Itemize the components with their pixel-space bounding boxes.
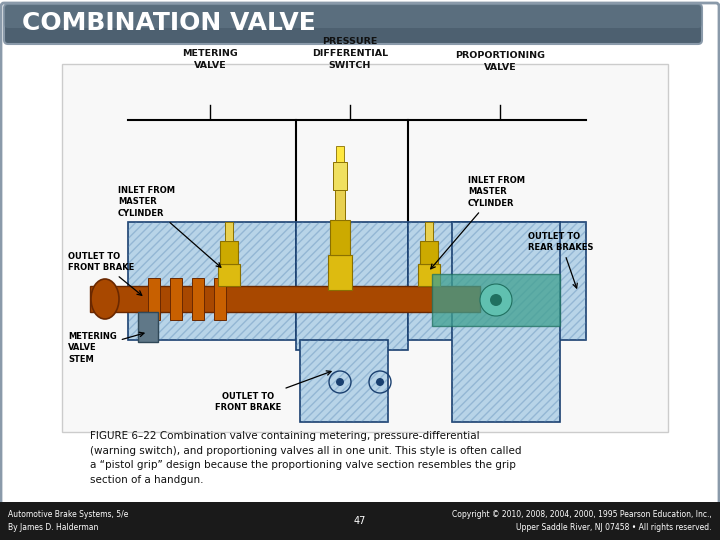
Text: METERING
VALVE
STEM: METERING VALVE STEM [68,332,144,364]
Bar [336,146,344,162]
Text: Copyright © 2010, 2008, 2004, 2000, 1995 Pearson Education, Inc.,
Upper Saddle R: Copyright © 2010, 2008, 2004, 2000, 1995… [452,510,712,532]
Bar [432,274,560,326]
Bar [218,264,240,286]
Circle shape [480,284,512,316]
Text: Automotive Brake Systems, 5/e
By James D. Halderman: Automotive Brake Systems, 5/e By James D… [8,510,128,532]
Bar [148,278,160,320]
Text: 47: 47 [354,516,366,526]
Bar [296,222,408,350]
Bar [128,222,296,340]
Bar [330,220,350,255]
Bar [336,190,345,220]
Text: METERING
VALVE: METERING VALVE [182,49,238,70]
Bar [192,278,204,320]
Bar [225,222,233,241]
Text: OUTLET TO
FRONT BRAKE: OUTLET TO FRONT BRAKE [68,252,142,295]
Bar [418,264,440,286]
Text: OUTLET TO
REAR BRAKES: OUTLET TO REAR BRAKES [528,232,593,288]
Bar [138,312,158,342]
Text: FIGURE 6–22 Combination valve containing metering, pressure-differential
(warnin: FIGURE 6–22 Combination valve containing… [90,431,521,485]
Text: INLET FROM
MASTER
CYLINDER: INLET FROM MASTER CYLINDER [118,186,221,267]
Bar [170,278,182,320]
Bar [408,222,586,340]
Bar [420,241,438,264]
Circle shape [490,294,502,306]
Circle shape [336,378,344,386]
Bar [300,340,388,422]
Bar [220,241,238,264]
Bar [452,222,560,422]
Bar [300,340,388,422]
Bar [452,222,560,422]
Text: INLET FROM
MASTER
CYLINDER: INLET FROM MASTER CYLINDER [431,176,525,269]
Text: PRESSURE
DIFFERENTIAL
SWITCH: PRESSURE DIFFERENTIAL SWITCH [312,37,388,70]
Bar [128,222,296,340]
Ellipse shape [91,279,119,319]
Bar [214,278,226,320]
Circle shape [376,378,384,386]
Text: PROPORTIONING
VALVE: PROPORTIONING VALVE [455,51,545,72]
Text: OUTLET TO
FRONT BRAKE: OUTLET TO FRONT BRAKE [215,371,331,412]
FancyBboxPatch shape [4,4,702,44]
Bar [90,286,480,312]
Bar [408,222,586,340]
Bar [0,502,720,540]
Bar [425,222,433,241]
Bar [296,222,408,350]
Bar [328,255,352,290]
Text: COMBINATION VALVE: COMBINATION VALVE [22,11,316,35]
Bar [333,162,347,190]
FancyBboxPatch shape [4,4,702,28]
Bar [62,64,668,432]
